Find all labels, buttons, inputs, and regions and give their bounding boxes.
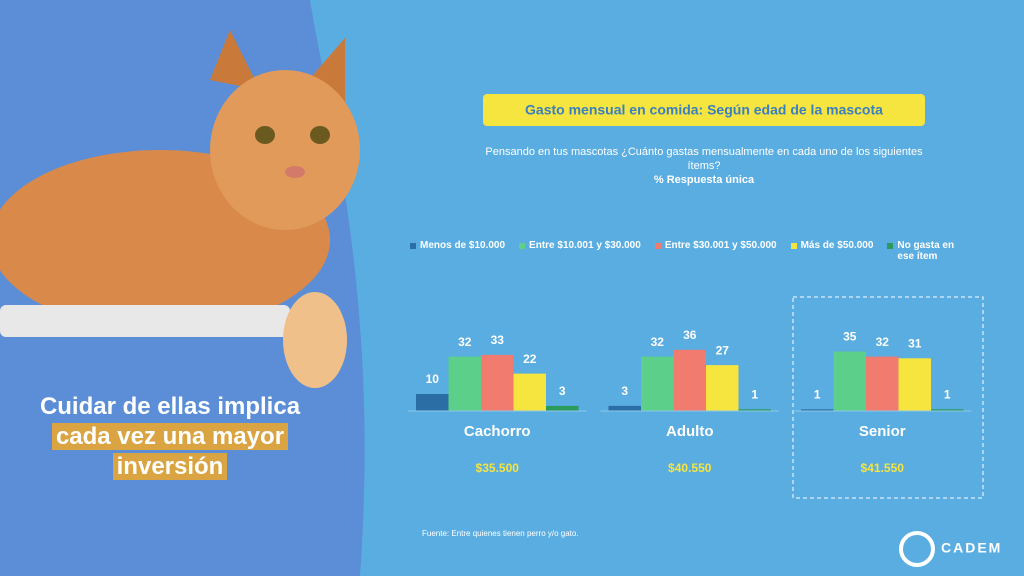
value-label: 33 [491,333,505,347]
subtitle: ítems? [687,160,720,172]
value-label: 35 [843,330,857,344]
legend-item: Entre $30.001 y $50.000 [654,240,777,262]
legend-item: Más de $50.000 [790,240,874,262]
value-label: 22 [523,352,537,366]
source: Fuente: Entre quienes tienen perro y/o g… [422,529,579,538]
bar [546,405,579,411]
category-note: $35.500 [476,461,520,475]
note: % Respuesta única [654,174,755,186]
value-label: 32 [876,335,890,349]
value-label: 32 [458,335,472,349]
bar [513,373,546,411]
bar [866,356,899,411]
bar [898,358,931,411]
value-label: 32 [651,335,665,349]
logo-icon [899,531,935,567]
subtitle: Pensando en tus mascotas ¿Cuánto gastas … [485,146,923,158]
legend-item: Entre $10.001 y $30.000 [519,240,641,262]
x-tick-label: Senior [859,423,906,440]
headline-line: cada vez una mayor [51,423,289,450]
legend-item: Menos de $10.000 [410,240,505,262]
category-note: $41.550 [861,461,905,475]
bar [673,349,706,411]
legend-label: Menos de $10.000 [420,240,506,251]
headline-line: Cuidar de ellas implica [39,393,301,420]
value-label: 10 [426,372,440,386]
bar [931,409,964,411]
headline: Cuidar de ellas implica cada vez una may… [0,392,340,482]
legend-swatch [887,243,894,249]
category-note: $40.550 [668,461,712,475]
bar [641,356,674,411]
bar [481,354,514,411]
value-label: 31 [908,336,922,350]
legend-item: No gasta en ese ítem [887,240,959,262]
legend-label: Más de $50.000 [800,240,874,251]
legend-swatch [410,243,416,249]
headline-line: inversión [112,453,228,480]
legend-label: Entre $30.001 y $50.000 [664,240,777,251]
bar [416,394,449,411]
legend-swatch [519,243,526,249]
bar [801,409,834,411]
bar [833,351,866,411]
legend-label: No gasta en ese ítem [897,240,955,262]
value-label: 1 [751,387,758,401]
legend-label: Entre $10.001 y $30.000 [529,240,641,251]
legend-swatch [654,243,661,249]
bar [608,405,641,411]
value-label: 3 [621,384,628,398]
legend: Menos de $10.000 Entre $10.001 y $30.000 E… [410,240,990,262]
highlight-box [792,296,984,499]
value-label: 1 [814,387,821,401]
logo: CADEM [941,540,1002,556]
value-label: 36 [683,328,697,342]
x-tick-label: Cachorro [464,423,531,440]
value-label: 27 [716,343,730,357]
bar [738,409,771,411]
legend-swatch [790,243,797,249]
bar [448,356,481,411]
x-tick-label: Adulto [666,423,713,440]
value-label: 3 [559,384,566,398]
chart-title: Gasto mensual en comida: Según edad de l… [525,102,883,118]
cat-illustration [0,30,360,388]
title-box [483,94,925,126]
value-label: 1 [944,387,951,401]
bar [706,365,739,411]
